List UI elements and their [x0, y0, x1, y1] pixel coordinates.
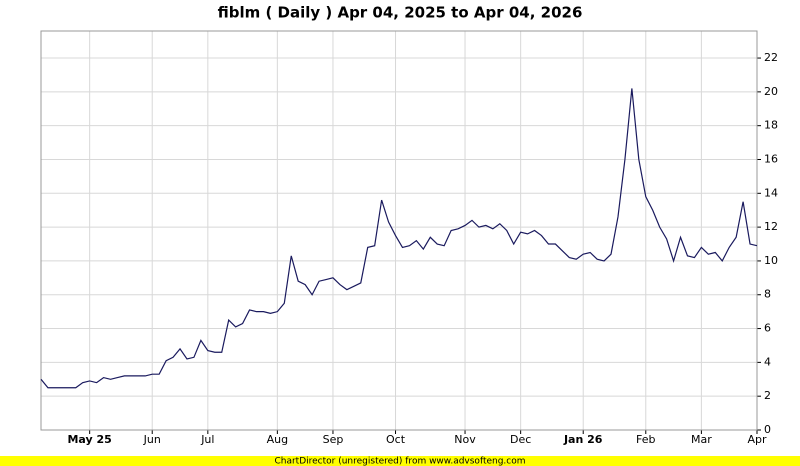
y-tick-label: 2 — [764, 389, 771, 402]
y-tick-label: 20 — [764, 85, 778, 98]
plot-border — [40, 30, 758, 431]
y-tick-label: 22 — [764, 51, 778, 64]
x-tick-label: Nov — [454, 433, 476, 446]
x-tick-label: Sep — [323, 433, 344, 446]
x-tick-label: Oct — [386, 433, 406, 446]
x-tick-label: Feb — [636, 433, 655, 446]
x-tick-label: May 25 — [67, 433, 111, 446]
y-tick-label: 18 — [764, 119, 778, 132]
x-tick-label: Aug — [267, 433, 288, 446]
y-tick-label: 8 — [764, 288, 771, 301]
chart-title: fiblm ( Daily ) Apr 04, 2025 to Apr 04, … — [218, 4, 583, 22]
x-tick-label: Mar — [691, 433, 712, 446]
x-tick-label: Dec — [510, 433, 531, 446]
x-tick-label: Jul — [200, 433, 214, 446]
x-tick-label: Jan 26 — [563, 433, 603, 446]
watermark: ChartDirector (unregistered) from www.ad… — [274, 457, 525, 466]
y-tick-label: 6 — [764, 322, 771, 335]
x-tick-label: Apr — [747, 433, 767, 446]
line-series — [40, 88, 758, 389]
plot-area — [40, 30, 758, 431]
x-tick-label: Jun — [143, 433, 161, 446]
y-tick-label: 10 — [764, 254, 778, 267]
y-tick-label: 14 — [764, 186, 778, 199]
y-tick-label: 12 — [764, 220, 778, 233]
y-tick-label: 16 — [764, 152, 778, 165]
y-tick-label: 0 — [764, 423, 771, 436]
y-tick-label: 4 — [764, 355, 771, 368]
watermark-bar — [0, 456, 800, 466]
